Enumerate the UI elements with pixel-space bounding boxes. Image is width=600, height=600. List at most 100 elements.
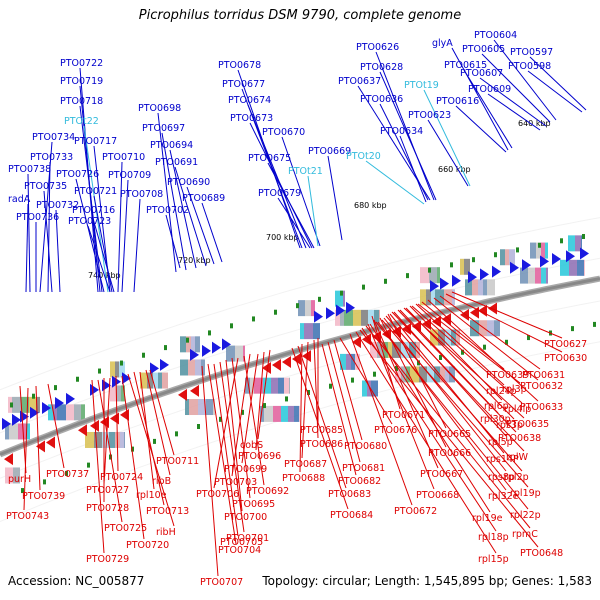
feature-block [245,377,250,394]
feature-block [343,290,345,307]
forward-gene-arrow [160,358,169,371]
scale-tick [197,424,200,430]
scale-tick [208,330,211,336]
feature-block [5,467,13,484]
backbone-line [0,277,600,456]
gene-label: PTO0615 [444,60,487,71]
leader-line [313,339,319,439]
scale-tick [516,247,519,253]
leader-line [237,69,301,249]
scale-tick [417,360,420,366]
forward-gene-arrow [150,362,159,375]
feature-block [109,431,115,448]
feature-block [140,372,147,389]
gene-label: PTO0635 [506,419,549,430]
gene-label: PTOt21 [288,166,323,177]
forward-gene-arrow [30,406,39,419]
feature-block [335,309,340,326]
gene-label: PTO0690 [167,177,210,188]
scale-tick [384,278,387,284]
scale-tick [395,365,398,371]
scale-tick [461,349,464,355]
feature-block [528,267,535,284]
leader-line [267,162,315,249]
feature-block [102,431,109,448]
gene-label: PTO0616 [436,96,479,107]
feature-block [81,404,85,421]
ruler-label: 660 kbp [438,165,471,174]
gene-label: PTO0713 [146,506,189,517]
scale-tick [351,377,354,383]
forward-gene-arrow [540,255,549,268]
feature-block [243,345,245,362]
leader-line [397,309,517,433]
gene-label: PTO0724 [100,472,143,483]
feature-block [478,279,483,296]
feature-block [427,366,434,383]
scale-tick [21,488,24,494]
feature-block [85,431,94,448]
feature-block [26,423,30,440]
leader-line [43,190,53,293]
reverse-gene-arrow [272,358,281,371]
gene-label: rpl15p [478,554,509,565]
gene-label: PTO0735 [24,181,67,192]
feature-block [470,320,479,337]
reverse-gene-arrow [292,353,301,366]
feature-block [379,309,380,326]
gene-label: PTO0718 [60,96,103,107]
gene-label: PTO0676 [374,425,417,436]
gene-label: rpl2p [504,472,529,483]
gene-label: rpl22p [510,510,541,521]
feature-block [298,300,305,317]
leader-line [157,112,177,273]
gene-label: PTO0627 [544,339,587,350]
reverse-gene-arrow [90,419,99,432]
feature-block [479,320,487,337]
scale-tick [362,284,365,290]
feature-block [195,359,201,376]
leader-line [299,343,303,473]
feature-block [147,372,153,389]
scale-tick [164,345,167,351]
feature-block [440,366,445,383]
leader-line [481,53,551,123]
feature-block [294,405,299,422]
leader-line [133,198,141,293]
leader-line [493,39,557,121]
reverse-gene-arrow [178,388,187,401]
feature-block [584,259,585,276]
gene-label: PTO0673 [230,113,273,124]
forward-gene-arrow [326,307,335,320]
gene-label: PTO0698 [138,103,181,114]
leader-line [379,103,429,201]
leader-line [207,363,237,545]
forward-gene-arrow [42,402,51,415]
feature-block [355,353,360,370]
leader-line [161,132,187,271]
feature-block [451,329,456,346]
leader-line [367,323,435,490]
leader-line [241,353,259,464]
leader-line [149,369,175,456]
forward-gene-arrow [346,301,355,314]
gene-label: PTO0692 [246,486,289,497]
ruler-label: 680 kbp [354,201,387,210]
gene-label: PTO0697 [142,123,185,134]
feature-block [13,467,20,484]
feature-block [430,329,438,346]
track-guide-ring [0,217,600,391]
forward-gene-arrow [492,265,501,278]
gene-label: cobS [240,440,263,451]
leader-line [133,371,165,506]
scale-tick [263,403,266,409]
feature-block [346,353,351,370]
leader-line [249,122,313,249]
leader-line [361,327,497,532]
feature-block [74,404,81,421]
reverse-gene-arrow [282,355,291,368]
scale-tick [527,335,530,341]
feature-block [487,279,495,296]
feature-block [21,396,29,413]
scale-tick [76,376,79,382]
